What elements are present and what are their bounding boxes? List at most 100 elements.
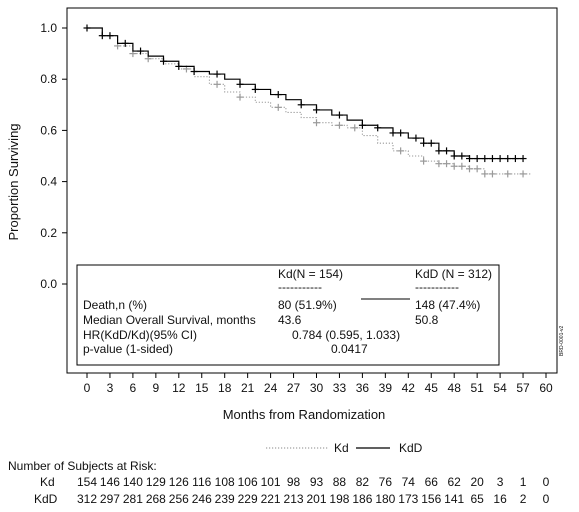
risk-row-kdd: KdD 312 297 281 268 256 246 239 229 221 213 201 198 1… xyxy=(0,492,579,508)
censor-mark-kdd xyxy=(511,155,519,163)
annot-row-value-1: 43.6 xyxy=(278,313,302,327)
risk-value: 256 xyxy=(168,492,189,506)
censor-mark-kdd xyxy=(496,155,504,163)
censor-mark-kdd xyxy=(466,155,473,163)
risk-value: 173 xyxy=(398,492,419,506)
x-tick-label: 36 xyxy=(356,381,370,395)
risk-value: 108 xyxy=(214,475,235,489)
risk-value: 156 xyxy=(421,492,442,506)
y-tick-label: 0.0 xyxy=(40,277,57,291)
plot-frame xyxy=(66,7,558,374)
risk-value: 268 xyxy=(145,492,166,506)
censor-mark-kd xyxy=(335,121,343,129)
risk-value: 0 xyxy=(542,475,550,489)
censor-mark-kd xyxy=(466,165,473,173)
censor-mark-kdd xyxy=(274,91,282,99)
risk-value: 62 xyxy=(447,475,461,489)
y-tick-label: 0.2 xyxy=(40,226,57,240)
annotation-frame xyxy=(76,264,500,366)
risk-value: 229 xyxy=(237,492,258,506)
censor-mark-kdd xyxy=(389,129,397,137)
risk-value: 129 xyxy=(145,475,166,489)
censor-mark-kd xyxy=(313,119,320,127)
censor-mark-kd xyxy=(397,147,405,155)
axes xyxy=(62,7,558,378)
annot-row-value-1: 0.0417 xyxy=(331,342,368,356)
risk-row-label: Kd xyxy=(40,475,55,489)
censor-mark-kdd xyxy=(397,129,405,137)
x-tick-label: 15 xyxy=(195,381,209,395)
risk-value: 66 xyxy=(424,475,438,489)
risk-value: 16 xyxy=(493,492,507,506)
risk-value: 140 xyxy=(122,475,143,489)
y-axis-label: Proportion Surviving xyxy=(6,123,21,240)
annot-row-value-1: 0.784 (0.595, 1.033) xyxy=(292,328,400,342)
risk-value: 297 xyxy=(99,492,120,506)
censor-mark-kdd xyxy=(374,124,382,132)
censor-mark-kd xyxy=(450,162,458,170)
legend-label-kd: Kd xyxy=(334,441,349,455)
annot-col1-header: Kd(N = 154) xyxy=(278,267,343,281)
risk-value: 98 xyxy=(286,475,301,489)
censor-mark-kdd xyxy=(481,155,489,163)
censor-mark-kd xyxy=(504,170,512,178)
legend-label-kdd: KdD xyxy=(399,441,423,455)
risk-value: 88 xyxy=(332,475,347,489)
x-tick-label: 27 xyxy=(287,381,301,395)
censor-mark-kdd xyxy=(443,147,451,155)
risk-value: 116 xyxy=(192,475,212,489)
censor-mark-kd xyxy=(213,80,221,88)
censor-mark-kdd xyxy=(83,24,91,32)
risk-value: 0 xyxy=(542,492,550,506)
censor-mark-kdd xyxy=(435,147,443,155)
y-tick-label: 1.0 xyxy=(40,21,57,35)
annot-row-label: HR(KdD/Kd)(95% CI) xyxy=(83,328,197,342)
censor-mark-kd xyxy=(519,170,527,178)
x-tick-label: 39 xyxy=(379,381,393,395)
x-tick-label: 51 xyxy=(470,381,484,395)
annot-row-label: Median Overall Survival, months xyxy=(83,313,256,327)
risk-value: 126 xyxy=(168,475,189,489)
risk-value: 1 xyxy=(519,475,527,489)
y-tick-label: 0.6 xyxy=(40,123,57,137)
risk-value: 82 xyxy=(355,475,370,489)
censor-mark-kdd xyxy=(427,139,435,147)
censor-mark-kdd xyxy=(519,155,527,163)
risk-value: 154 xyxy=(76,475,98,489)
censor-mark-kdd xyxy=(412,134,420,142)
annot-col1-dashes: ----------- xyxy=(278,280,322,294)
annot-row-value-1: 80 (51.9%) xyxy=(278,298,337,312)
censor-mark-kdd xyxy=(175,62,183,70)
series-layer xyxy=(83,24,531,178)
censor-mark-kdd xyxy=(297,101,305,109)
x-tick-label: 54 xyxy=(493,381,507,395)
censor-mark-kd xyxy=(458,162,466,170)
risk-value: 281 xyxy=(122,492,143,506)
risk-value: 198 xyxy=(329,492,350,506)
censor-mark-kdd xyxy=(504,155,512,163)
series-line-kd xyxy=(87,27,531,175)
legend: Kd KdD xyxy=(266,441,423,455)
x-tick-label: 57 xyxy=(516,381,530,395)
risk-value: 180 xyxy=(375,492,396,506)
x-tick-label: 24 xyxy=(264,381,278,395)
risk-value: 146 xyxy=(99,475,120,489)
risk-table-title: Number of Subjects at Risk: xyxy=(8,459,157,473)
side-code: BRD-0001-v2 xyxy=(559,325,565,356)
x-tick-label: 45 xyxy=(425,381,439,395)
x-tick-label: 42 xyxy=(402,381,416,395)
censor-mark-kdd xyxy=(458,152,466,160)
censor-mark-kdd xyxy=(98,32,106,40)
x-tick-label: 60 xyxy=(539,381,553,395)
censor-mark-kdd xyxy=(358,121,366,129)
x-tick-labels: 0 3 6 9 12 15 18 21 24 27 30 33 36 39 42 45 48 51 54 57 60 xyxy=(84,381,553,395)
censor-mark-kdd xyxy=(251,85,259,93)
censor-mark-kdd xyxy=(420,139,428,147)
x-tick-label: 0 xyxy=(84,381,91,395)
risk-value: 186 xyxy=(352,492,373,506)
y-tick-labels: 0.0 0.2 0.4 0.6 0.8 1.0 xyxy=(40,21,57,291)
x-tick-label: 30 xyxy=(310,381,324,395)
risk-value: 2 xyxy=(519,492,527,506)
censor-mark-kdd xyxy=(450,152,458,160)
risk-value: 106 xyxy=(237,475,258,489)
